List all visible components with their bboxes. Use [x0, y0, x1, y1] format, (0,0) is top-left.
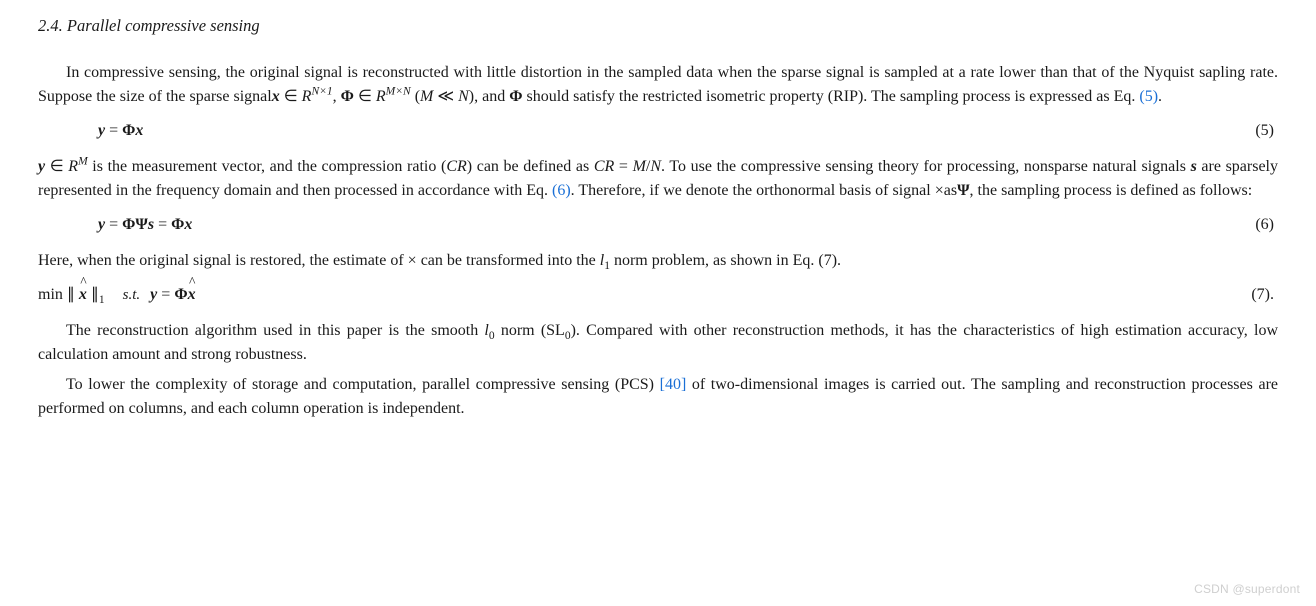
- sym-muchless: ≪: [433, 88, 458, 105]
- eq5-x: x: [135, 122, 143, 139]
- eq7-sub1: 1: [99, 294, 105, 306]
- eq5-eq: =: [105, 122, 122, 139]
- sym-Phi: Φ: [341, 88, 354, 105]
- eq7-xhat: x: [79, 283, 87, 307]
- paragraph-2: y ∈ RM is the measurement vector, and th…: [38, 155, 1278, 203]
- eq6-eq2: =: [154, 216, 171, 233]
- p2-text-c: ) can be defined as: [467, 158, 594, 175]
- eq6-Phi2: Φ: [171, 216, 184, 233]
- p2-CR-2: CR: [594, 158, 614, 175]
- eq7-xhat2: x: [188, 283, 196, 307]
- sym-M: M: [420, 88, 433, 105]
- p5-text-a: To lower the complexity of storage and c…: [66, 376, 660, 393]
- eq5-num: (5): [1255, 119, 1278, 143]
- p1-text-c: ), and: [469, 88, 509, 105]
- watermark: CSDN @superdont: [1194, 580, 1300, 598]
- sym-in: ∈: [280, 88, 302, 105]
- p2-N: N: [650, 158, 661, 175]
- cite-ref-40[interactable]: [40]: [660, 376, 687, 393]
- eq-ref-5[interactable]: (5): [1139, 88, 1158, 105]
- eq5-body: y = Φx: [38, 119, 1255, 143]
- eq7-Phi: Φ: [174, 286, 187, 303]
- p2-CR: CR: [446, 158, 466, 175]
- eq7-body: min ∥ x ∥1s.t.y = Φx: [38, 283, 1251, 307]
- p2-text-b: is the measurement vector, and the compr…: [88, 158, 447, 175]
- p2-text-d: . To use the compressive sensing theory …: [661, 158, 1191, 175]
- p2-in: ∈: [45, 158, 68, 175]
- eq6-num: (6): [1255, 213, 1278, 237]
- p2-supM: M: [78, 155, 88, 167]
- p4-text-b: norm (SL: [495, 322, 565, 339]
- p3-text-a: Here, when the original signal is restor…: [38, 252, 600, 269]
- p3-text-b: norm problem, as shown in Eq. (7).: [610, 252, 841, 269]
- p2-text-f: . Therefore, if we denote the orthonorma…: [571, 182, 957, 199]
- p2-R: R: [68, 158, 78, 175]
- eq7-st: s.t.: [105, 287, 151, 303]
- eq7-close: ∥: [87, 286, 99, 303]
- sym-x: x: [272, 88, 280, 105]
- eq6-body: y = ΦΨs = Φx: [38, 213, 1255, 237]
- p4-text-a: The reconstruction algorithm used in thi…: [66, 322, 484, 339]
- dot: .: [1158, 88, 1162, 105]
- paragraph-1: In compressive sensing, the original sig…: [38, 61, 1278, 109]
- paragraph-4: The reconstruction algorithm used in thi…: [38, 319, 1278, 367]
- eq7-min: min: [38, 286, 63, 303]
- p2-Psi: Ψ: [957, 182, 969, 199]
- section-heading: 2.4. Parallel compressive sensing: [38, 14, 1278, 39]
- equation-5: y = Φx (5): [38, 119, 1278, 143]
- p1-text-d: should satisfy the restricted isometric …: [522, 88, 1139, 105]
- sup-MxN: M×N: [386, 85, 411, 97]
- sym-R-2: R: [376, 88, 386, 105]
- sym-Phi-2: Φ: [509, 88, 522, 105]
- sym-N: N: [458, 88, 469, 105]
- equation-7: min ∥ x ∥1s.t.y = Φx (7).: [38, 283, 1278, 307]
- eq-ref-6[interactable]: (6): [552, 182, 571, 199]
- p2-eq: =: [614, 158, 632, 175]
- p2-text-g: , the sampling process is defined as fol…: [970, 182, 1253, 199]
- sym-in-2: ∈: [354, 88, 376, 105]
- equation-6: y = ΦΨs = Φx (6): [38, 213, 1278, 237]
- eq6-Phi: Φ: [122, 216, 135, 233]
- p2-M: M: [633, 158, 646, 175]
- eq7-eq: =: [157, 286, 174, 303]
- sup-Nx1: N×1: [311, 85, 332, 97]
- sym-R: R: [302, 88, 312, 105]
- paragraph-5: To lower the complexity of storage and c…: [38, 373, 1278, 421]
- eq7-open: ∥: [63, 286, 79, 303]
- comma: ,: [333, 88, 341, 105]
- eq6-Psi: Ψ: [135, 216, 147, 233]
- eq6-eq: =: [105, 216, 122, 233]
- eq5-Phi: Φ: [122, 122, 135, 139]
- eq7-num: (7).: [1251, 283, 1278, 307]
- eq6-x: x: [184, 216, 192, 233]
- paragraph-3: Here, when the original signal is restor…: [38, 249, 1278, 273]
